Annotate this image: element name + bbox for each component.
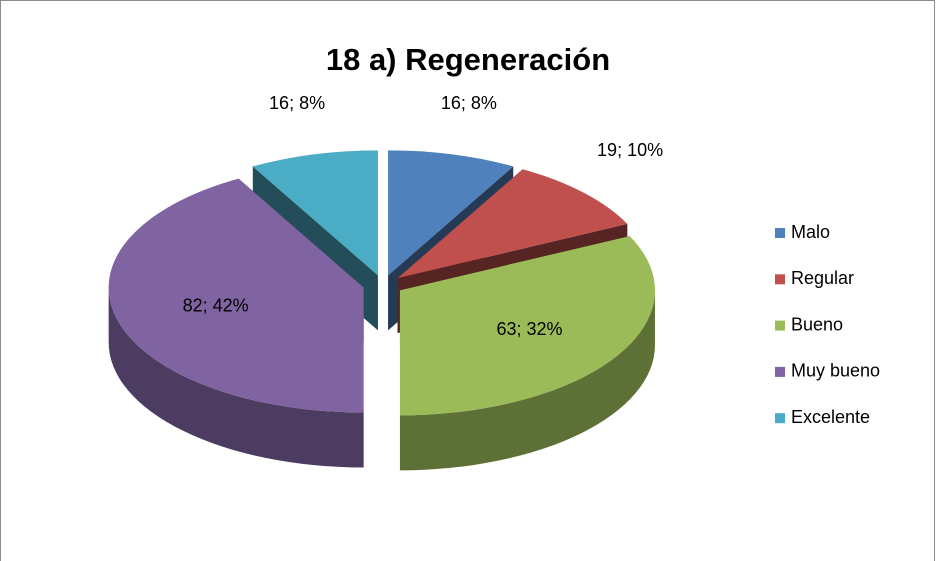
data-label: 63; 32% [496,319,562,339]
legend-swatch [775,228,785,238]
legend-label: Malo [791,222,830,242]
data-label: 16; 8% [269,93,325,113]
legend-label: Excelente [791,407,870,427]
slice-tops [108,150,655,416]
legend-swatch [775,366,785,377]
slice [252,150,378,276]
slice [399,236,655,416]
slice [108,178,364,413]
slice [388,150,514,276]
legend-label: Bueno [791,314,843,334]
legend-label: Muy bueno [791,361,880,381]
slice [397,169,628,279]
legend-swatch [775,274,785,285]
data-label: 19; 10% [597,140,663,160]
legend-swatch [775,413,785,424]
legend-label: Regular [791,268,854,288]
legend-swatch [775,320,785,331]
data-label: 82; 42% [183,295,249,315]
slice-side [108,287,364,468]
chart-title: 18 a) Regeneración [326,42,610,77]
data-label: 16; 8% [441,93,497,113]
slice-side [399,290,655,471]
